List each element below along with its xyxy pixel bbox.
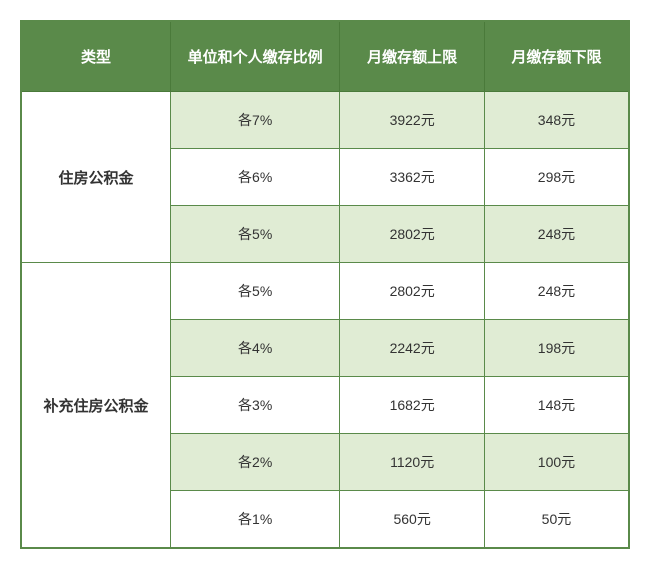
lower-cell: 248元 (484, 263, 629, 320)
upper-cell: 2802元 (340, 206, 485, 263)
ratio-cell: 各3% (170, 377, 339, 434)
lower-cell: 348元 (484, 92, 629, 149)
header-upper: 月缴存额上限 (340, 21, 485, 92)
upper-cell: 2802元 (340, 263, 485, 320)
upper-cell: 1120元 (340, 434, 485, 491)
table-container: 类型 单位和个人缴存比例 月缴存额上限 月缴存额下限 住房公积金 各7% 392… (20, 20, 630, 549)
header-lower: 月缴存额下限 (484, 21, 629, 92)
upper-cell: 1682元 (340, 377, 485, 434)
ratio-cell: 各1% (170, 491, 339, 549)
table-row: 住房公积金 各7% 3922元 348元 (21, 92, 629, 149)
upper-cell: 3362元 (340, 149, 485, 206)
upper-cell: 560元 (340, 491, 485, 549)
ratio-cell: 各7% (170, 92, 339, 149)
ratio-cell: 各5% (170, 263, 339, 320)
table-row: 补充住房公积金 各5% 2802元 248元 (21, 263, 629, 320)
lower-cell: 50元 (484, 491, 629, 549)
lower-cell: 198元 (484, 320, 629, 377)
lower-cell: 100元 (484, 434, 629, 491)
ratio-cell: 各6% (170, 149, 339, 206)
fund-table: 类型 单位和个人缴存比例 月缴存额上限 月缴存额下限 住房公积金 各7% 392… (20, 20, 630, 549)
ratio-cell: 各5% (170, 206, 339, 263)
lower-cell: 248元 (484, 206, 629, 263)
table-header: 类型 单位和个人缴存比例 月缴存额上限 月缴存额下限 (21, 21, 629, 92)
upper-cell: 3922元 (340, 92, 485, 149)
header-type: 类型 (21, 21, 170, 92)
lower-cell: 148元 (484, 377, 629, 434)
ratio-cell: 各4% (170, 320, 339, 377)
header-row: 类型 单位和个人缴存比例 月缴存额上限 月缴存额下限 (21, 21, 629, 92)
category-cell: 住房公积金 (21, 92, 170, 263)
ratio-cell: 各2% (170, 434, 339, 491)
lower-cell: 298元 (484, 149, 629, 206)
category-cell: 补充住房公积金 (21, 263, 170, 549)
table-body: 住房公积金 各7% 3922元 348元 各6% 3362元 298元 各5% … (21, 92, 629, 549)
header-ratio: 单位和个人缴存比例 (170, 21, 339, 92)
upper-cell: 2242元 (340, 320, 485, 377)
